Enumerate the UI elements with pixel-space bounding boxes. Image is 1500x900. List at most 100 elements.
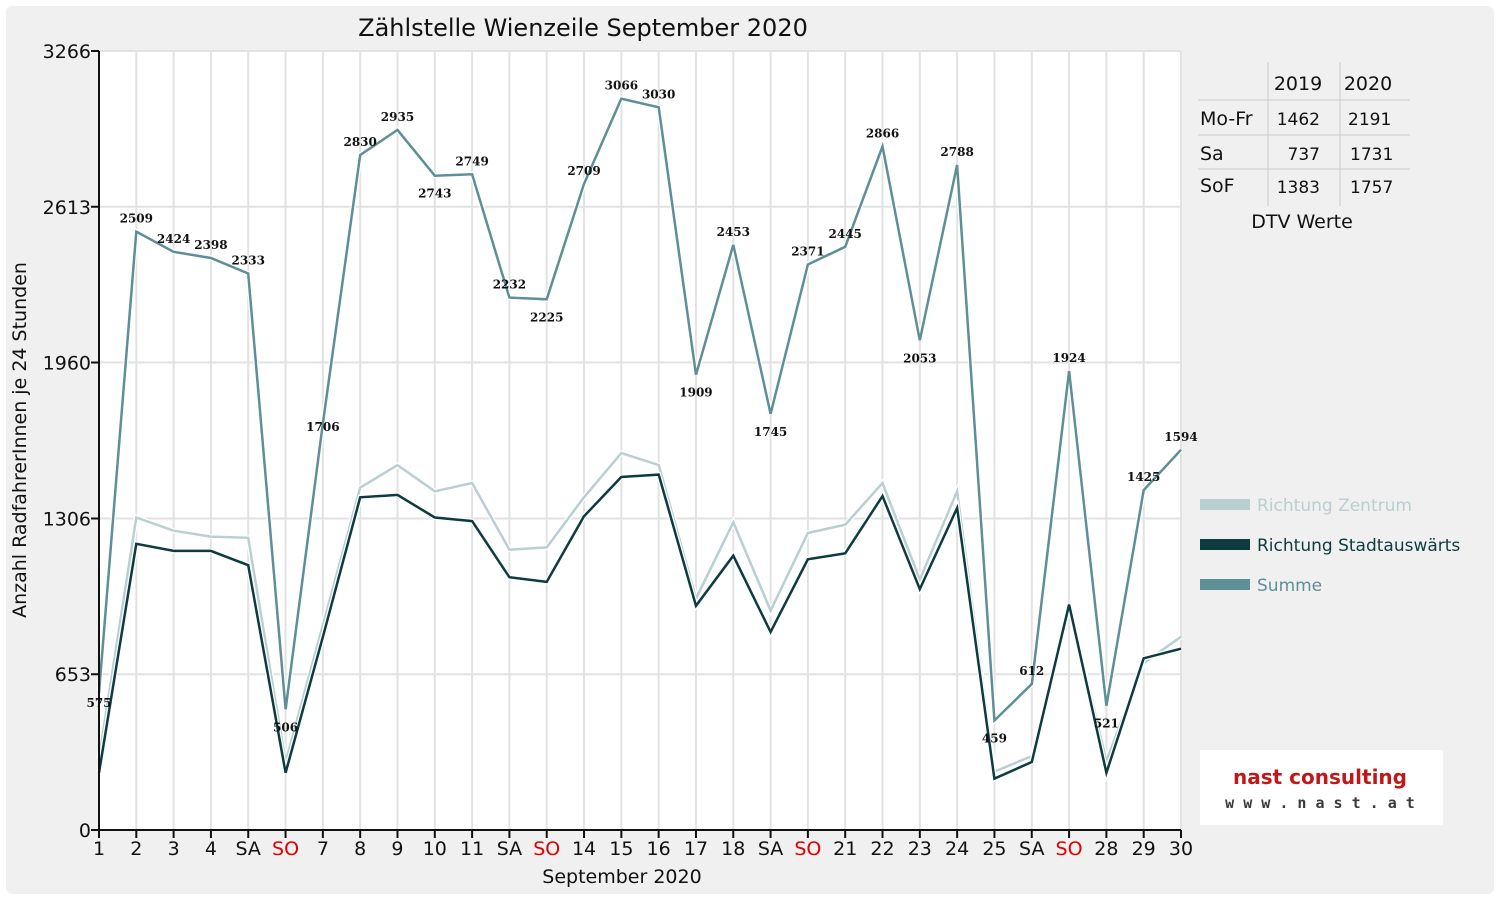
data-label: 2398 [194,238,227,252]
x-tick-label: 18 [721,838,745,860]
data-label: 2788 [940,145,973,159]
legend-swatch [1200,499,1250,510]
x-tick-label: 3 [168,838,180,860]
data-label: 1924 [1052,351,1085,365]
y-axis-label: Anzahl RadfahrerInnen je 24 Stunden [9,262,31,618]
logo-url: w w w . n a s t . a t [1225,794,1415,812]
data-label: 521 [1094,717,1119,731]
x-tick-label: SA [236,838,261,860]
x-tick-label: 14 [572,838,596,860]
x-tick-label: 21 [833,838,857,860]
data-label: 2830 [343,135,376,149]
data-label: 3030 [642,87,675,101]
chart-title: Zählstelle Wienzeile September 2020 [358,14,808,42]
y-tick-label: 653 [55,664,91,686]
y-tick-label: 2613 [43,197,91,219]
x-tick-label: 7 [317,838,329,860]
x-tick-label: 4 [205,838,217,860]
y-tick-label: 3266 [43,41,91,63]
data-label: 2743 [418,187,451,201]
data-label: 2371 [791,244,824,258]
dtv-cell: 1757 [1350,178,1393,198]
x-tick-label: SO [1056,838,1083,860]
data-labels: 575 2509 2424 2398 2333 506 1706 2830 2935 2743 27… [86,79,1197,746]
x-tick-label: 25 [982,838,1006,860]
x-tick-label: SO [794,838,821,860]
logo-text: nast consulting [1233,765,1407,789]
x-tick-label: SO [533,838,560,860]
dtv-row-label: Mo-Fr [1200,108,1253,130]
dtv-cell: 737 [1288,145,1320,165]
logo: nast consulting w w w . n a s t . a t [1200,750,1443,825]
y-tick-label: 1960 [43,353,91,375]
data-label: 1745 [754,425,787,439]
x-tick-label: 30 [1169,838,1193,860]
data-label: 2333 [232,254,265,268]
data-label: 1909 [679,386,712,400]
data-label: 2509 [120,212,153,226]
data-label: 1425 [1127,470,1160,484]
x-tick-label: SO [272,838,299,860]
series-line [97,473,1182,781]
x-tick-label: 24 [945,838,969,860]
legend-swatch [1200,579,1250,590]
dtv-cell: 1731 [1350,145,1393,165]
dtv-cell: 1462 [1277,110,1320,130]
data-label: 1594 [1164,430,1197,444]
dtv-table: 2019 2020 Mo-Fr 1462 2191 Sa 737 1731 So… [1198,62,1410,233]
data-label: 2225 [530,310,563,324]
legend: Richtung Zentrum Richtung Stadtauswärts Su… [1200,496,1460,596]
data-label: 2453 [717,225,750,239]
data-label: 2424 [157,232,190,246]
dtv-cell: 2191 [1348,110,1391,130]
legend-label: Summe [1257,576,1322,596]
x-tick-label: 29 [1132,838,1156,860]
x-axis-label: September 2020 [542,866,701,888]
data-label: 2749 [455,154,488,168]
x-tick-label: SA [758,838,783,860]
data-label: 3066 [605,79,638,93]
series-layer [96,95,1183,783]
dtv-header-2019: 2019 [1274,73,1322,95]
data-label: 2866 [866,126,899,140]
x-tick-label: 9 [391,838,403,860]
x-tick-label: 10 [423,838,447,860]
x-tick-label: 11 [460,838,484,860]
dtv-header-2020: 2020 [1344,73,1392,95]
dtv-row-label: Sa [1200,143,1224,165]
data-label: 506 [273,720,298,734]
data-label: 2445 [829,227,862,241]
y-tick-label: 0 [79,820,91,842]
data-label: 612 [1019,664,1044,678]
legend-label: Richtung Stadtauswärts [1257,536,1460,556]
x-tick-label: 28 [1094,838,1118,860]
data-label: 2053 [903,351,936,365]
data-label: 2935 [381,110,414,124]
grid [99,50,1182,830]
x-tick-label: 15 [609,838,633,860]
data-label: 575 [86,696,111,710]
x-tick-label: 1 [93,838,105,860]
x-tick-label: 16 [647,838,671,860]
x-tick-label: SA [1019,838,1044,860]
data-label: 459 [982,732,1007,746]
series-line [97,97,1182,724]
data-label: 2232 [493,278,526,292]
x-tick-label: 22 [870,838,894,860]
dtv-caption: DTV Werte [1251,211,1353,233]
data-label: 1706 [306,420,339,434]
dtv-row-label: SoF [1200,175,1235,197]
x-tick-label: SA [497,838,522,860]
data-label: 2709 [567,164,600,178]
dtv-cell: 1383 [1277,178,1320,198]
x-tick-label: 17 [684,838,708,860]
legend-label: Richtung Zentrum [1257,496,1412,516]
legend-swatch [1200,539,1250,550]
y-tick-label: 1306 [43,508,91,530]
x-tick-label: 23 [908,838,932,860]
plot-area [99,51,1181,830]
x-tick-label: 8 [354,838,366,860]
x-tick-label: 2 [130,838,142,860]
